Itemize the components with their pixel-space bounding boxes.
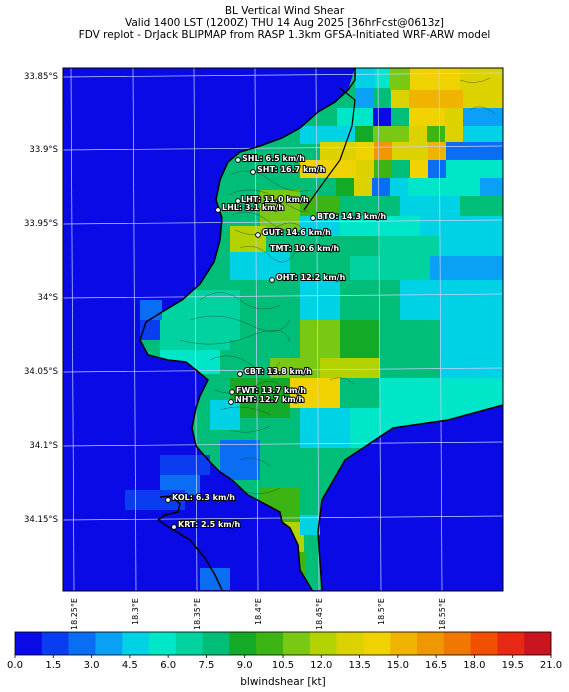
colorbar-tick-label: 7.5 [198,660,214,671]
colorbar-swatch [417,632,445,655]
colorbar-swatch [283,632,311,655]
station-label: SHL: 6.5 km/h [242,154,305,163]
lat-label: 33.9°S [29,145,58,155]
colorbar-tick-label: 3.0 [84,660,100,671]
colorbar-swatch [309,632,337,655]
lon-label: 18.55°E [438,598,447,630]
lat-label: 33.95°S [24,219,58,229]
colorbar-tick-label: 6.0 [160,660,176,671]
station-label: NHT: 12.7 km/h [235,395,304,404]
title-line-3: FDV replot - DrJack BLIPMAP from RASP 1.… [78,29,491,41]
colorbar-tick-label: 16.5 [425,660,447,671]
colorbar-swatch [390,632,418,655]
lon-label: 18.35°E [193,598,202,630]
lon-label: 18.5°E [377,598,386,625]
station-sht[interactable]: SHT: 16.7 km/h [250,164,327,175]
station-label: FWT: 13.7 km/h [236,386,306,395]
colorbar-ticks: 0.0 1.5 3.0 4.5 6.0 7.5 9.0 10.5 12.0 13.5 15.0 16.… [7,655,562,671]
lat-label: 34.05°S [24,367,58,377]
colorbar-tick-label: 0.0 [7,660,23,671]
colorbar-label: blwindshear [kt] [240,676,325,688]
station-markers: SHL: 6.5 km/h SHT: 16.7 km/h LHT: 11.0 k… [165,153,387,530]
station-label: BTO: 14.3 km/h [317,212,386,221]
colorbar-tick-label: 9.0 [237,660,253,671]
station-shl[interactable]: SHL: 6.5 km/h [235,153,306,164]
colorbar [15,632,552,655]
lat-label: 34.15°S [24,515,58,525]
colorbar-swatch [443,632,471,655]
lon-label: 18.4°E [254,598,263,625]
colorbar-swatch [470,632,498,655]
latitude-labels: 33.85°S 33.9°S 33.95°S 34°S 34.05°S 34.1… [24,72,58,525]
station-label: KOL: 6.3 km/h [172,493,235,502]
colorbar-swatch [229,632,257,655]
station-nht[interactable]: NHT: 12.7 km/h [228,394,305,405]
station-kol[interactable]: KOL: 6.3 km/h [165,492,236,503]
station-lht[interactable]: LHT: 11.0 km/h [235,194,310,205]
colorbar-swatch [175,632,203,655]
station-label: GUT: 14.6 km/h [262,228,331,237]
lon-label: 18.45°E [315,598,324,630]
colorbar-swatch [41,632,69,655]
colorbar-swatch [336,632,364,655]
station-label: SHT: 16.7 km/h [257,165,326,174]
colorbar-swatch [15,632,43,655]
lon-label: 18.25°E [70,598,79,630]
lat-label: 33.85°S [24,72,58,82]
title-line-2: Valid 1400 LST (1200Z) THU 14 Aug 2025 [… [125,17,444,29]
colorbar-swatch [497,632,525,655]
station-label: LHL: 3.1 km/h [222,203,284,212]
colorbar-tick-label: 15.0 [387,660,409,671]
station-label: TMT: 10.6 km/h [270,244,340,253]
terrain-contours [179,77,496,527]
station-gut[interactable]: GUT: 14.6 km/h [255,227,332,238]
map-frame [62,67,504,592]
lat-label: 34°S [38,293,58,303]
station-krt[interactable]: KRT: 2.5 km/h [171,519,242,530]
station-label: OHT: 12.2 km/h [276,273,346,282]
lat-label: 34.1°S [29,441,58,451]
longitude-labels: 18.25°E 18.3°E 18.35°E 18.4°E 18.45°E 18… [70,598,447,630]
colorbar-swatch [524,632,552,655]
colorbar-tick-label: 19.5 [502,660,524,671]
colorbar-tick-label: 10.5 [272,660,294,671]
station-label: KRT: 2.5 km/h [178,520,241,529]
colorbar-tick-label: 4.5 [122,660,138,671]
colorbar-swatch [95,632,123,655]
lon-label: 18.3°E [131,598,140,625]
colorbar-swatch [149,632,177,655]
colorbar-tick-label: 18.0 [463,660,485,671]
coastline [139,68,504,591]
colorbar-tick-label: 13.5 [348,660,370,671]
border-line [303,87,356,211]
station-oht[interactable]: OHT: 12.2 km/h [269,272,347,283]
colorbar-tick-label: 21.0 [540,660,562,671]
colorbar-swatch [256,632,284,655]
colorbar-tick-label: 1.5 [45,660,61,671]
station-bto[interactable]: BTO: 14.3 km/h [310,211,387,222]
colorbar-swatch [202,632,230,655]
colorbar-tick-label: 12.0 [310,660,332,671]
colorbar-swatch [68,632,96,655]
graticule [63,68,503,591]
station-cbt[interactable]: CBT: 13.8 km/h [237,366,313,377]
station-lhl[interactable]: LHL: 3.1 km/h [215,202,285,213]
station-fwt[interactable]: FWT: 13.7 km/h [229,385,307,396]
colorbar-swatch [122,632,150,655]
coastline-kommetjie [156,495,223,591]
station-label: CBT: 13.8 km/h [244,367,312,376]
title-line-1: BL Vertical Wind Shear [224,5,345,17]
colorbar-swatch [363,632,391,655]
map-title: BL Vertical Wind Shear Valid 1400 LST (1… [0,5,569,41]
station-tmt[interactable]: TMT: 10.6 km/h [269,243,341,254]
station-label: LHT: 11.0 km/h [241,195,309,204]
